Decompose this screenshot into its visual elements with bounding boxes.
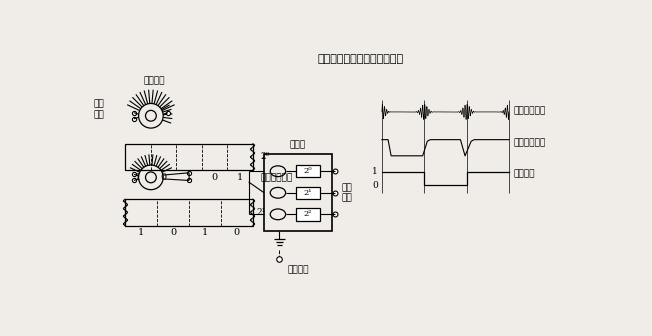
Text: 2¹: 2¹	[304, 189, 312, 197]
Text: 解调后的输出: 解调后的输出	[514, 138, 546, 147]
Text: 0: 0	[170, 228, 176, 237]
Bar	[297, 186, 319, 199]
Bar	[125, 199, 252, 226]
Text: 1: 1	[237, 173, 243, 182]
Text: 1: 1	[135, 173, 141, 182]
Text: 输出绕组: 输出绕组	[144, 77, 166, 86]
Ellipse shape	[270, 187, 286, 198]
Text: 2¹: 2¹	[256, 208, 265, 217]
Text: 1: 1	[372, 167, 378, 176]
Bar	[297, 208, 319, 220]
Text: 0: 0	[233, 228, 240, 237]
Text: 由码盘上的磁比特产生的磁场: 由码盘上的磁比特产生的磁场	[318, 54, 404, 64]
Text: 逻辑
输出: 逻辑 输出	[341, 183, 352, 203]
Text: 2²: 2²	[304, 210, 312, 218]
Text: 2⁰: 2⁰	[304, 167, 312, 175]
Text: 有效比特间隔: 有效比特间隔	[260, 173, 293, 182]
Bar	[125, 143, 252, 170]
Text: 0: 0	[372, 180, 378, 190]
Bar	[264, 154, 332, 231]
Ellipse shape	[270, 209, 286, 220]
Text: 典型编码输出: 典型编码输出	[514, 106, 546, 115]
Text: 解调器: 解调器	[290, 140, 306, 150]
Text: 2⁰: 2⁰	[260, 153, 269, 162]
Text: 询问信号: 询问信号	[288, 265, 308, 274]
Text: 方波输出: 方波输出	[514, 170, 535, 179]
Text: 0: 0	[160, 173, 167, 182]
Text: 1: 1	[138, 228, 145, 237]
Text: 0: 0	[211, 173, 218, 182]
Text: 1: 1	[201, 228, 208, 237]
Text: 询问
绕组: 询问 绕组	[93, 99, 104, 120]
Ellipse shape	[270, 166, 286, 177]
Bar	[297, 165, 319, 177]
Text: 1: 1	[186, 173, 192, 182]
